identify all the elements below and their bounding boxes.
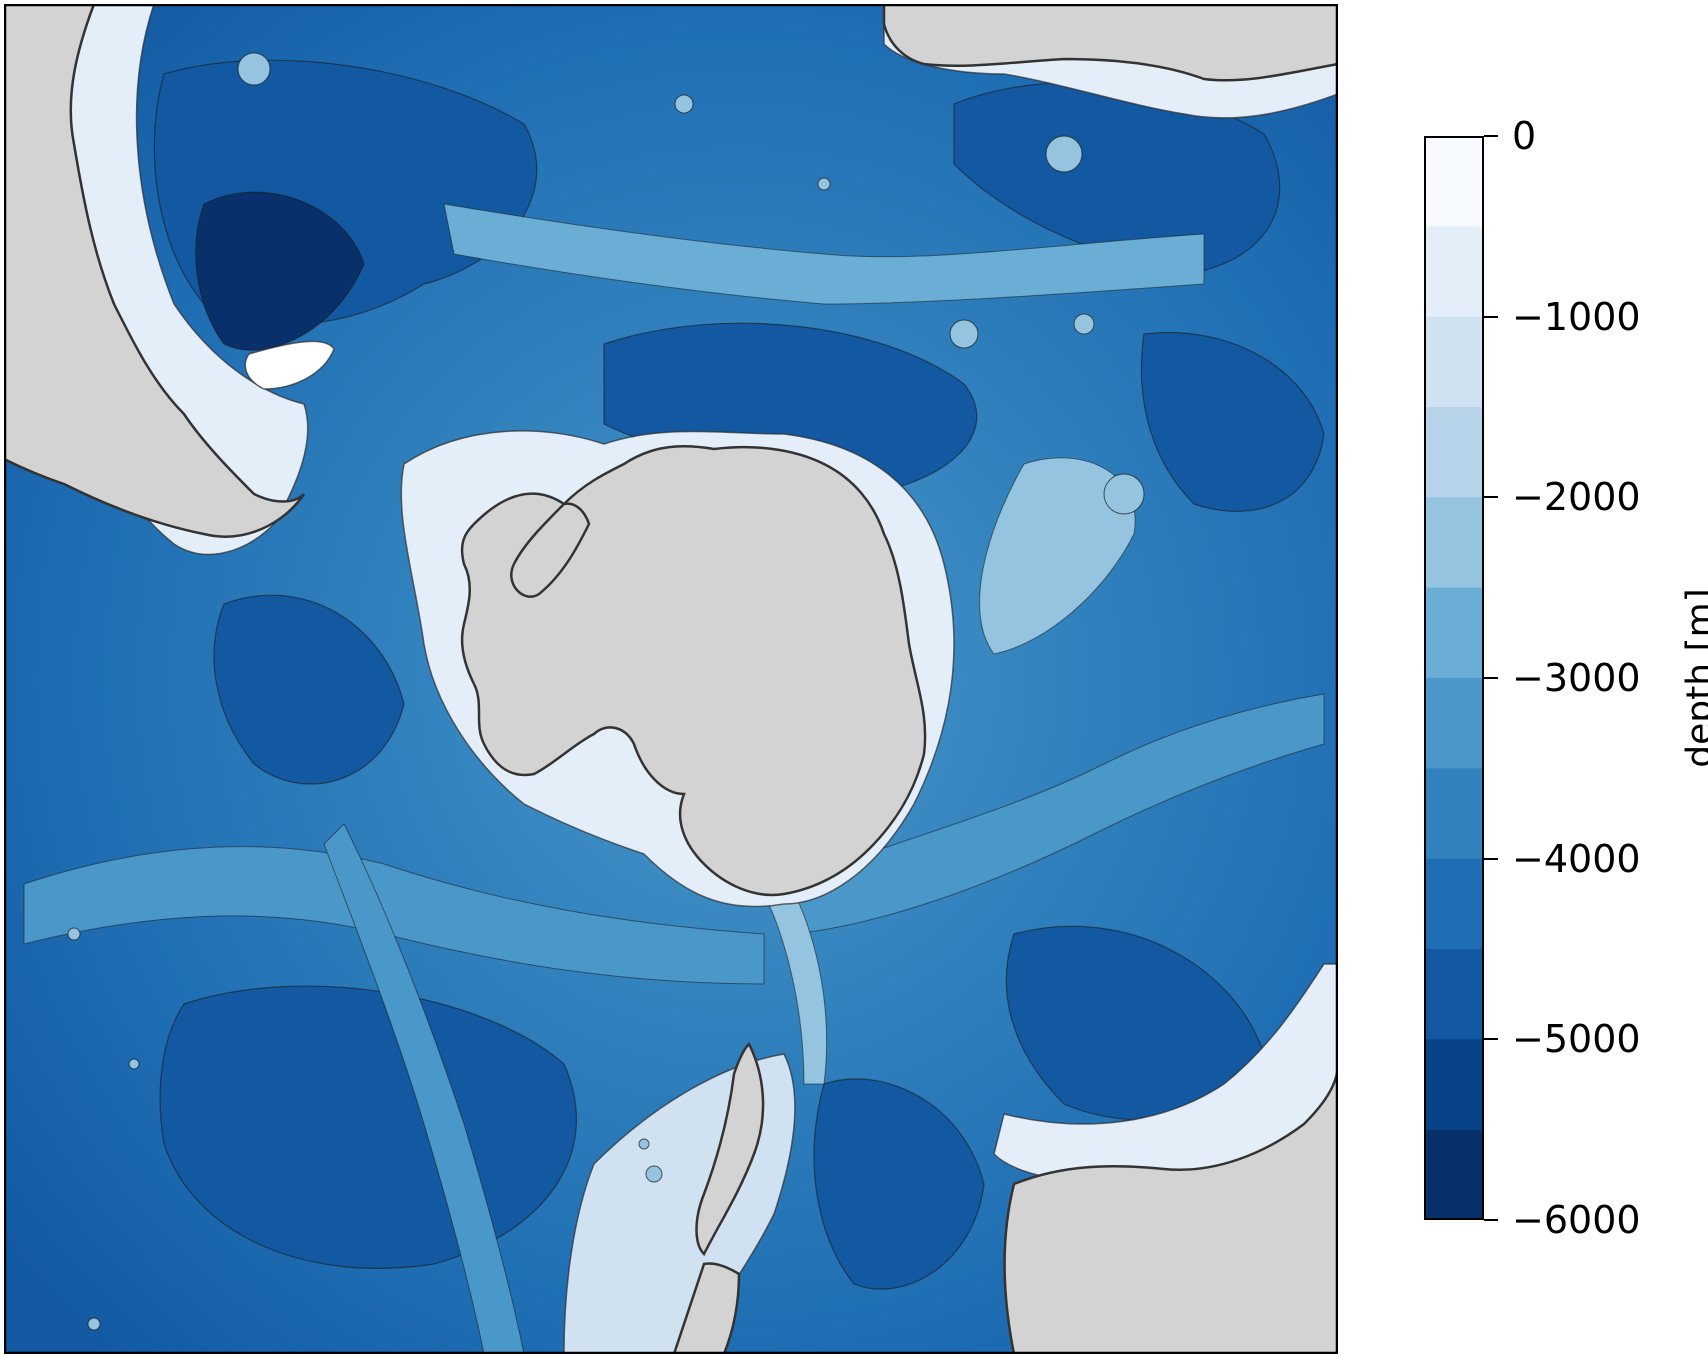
seamount	[817, 177, 831, 191]
colorbar-band	[1424, 587, 1484, 679]
colorbar-band	[1424, 136, 1484, 227]
seamount	[1073, 313, 1095, 335]
seamount	[237, 52, 271, 86]
ridge-east-pacific-rise	[323, 823, 525, 1354]
seamount	[67, 927, 81, 941]
basin-east-indian	[1140, 331, 1325, 512]
colorbar-band	[1424, 678, 1484, 769]
colorbar-band	[1424, 949, 1484, 1040]
colorbar-tick-label: −6000	[1512, 1198, 1641, 1242]
colorbar-band	[1424, 1129, 1484, 1220]
basin-pacific-southeast	[213, 594, 405, 785]
seamounts	[67, 52, 1145, 1331]
shelf-falklands	[244, 340, 335, 390]
colorbar-tick-label: −3000	[1512, 656, 1641, 700]
land-south-america	[4, 4, 306, 538]
colorbar-tick-label: 0	[1512, 114, 1537, 158]
ridge-scotia-arc	[443, 203, 1205, 305]
ridges	[23, 203, 1325, 1354]
colorbar-title: depth [m]	[1679, 588, 1708, 768]
bathymetry-map	[4, 4, 1338, 1354]
map-border	[4, 4, 1338, 1354]
ridge-macquarie	[763, 873, 828, 1085]
colorbar-band	[1424, 316, 1484, 408]
basin-atlantic-deep	[195, 191, 365, 351]
seamount	[1103, 473, 1145, 515]
colorbar-ticks	[1483, 136, 1484, 1220]
colorbar-tick-label: −1000	[1512, 294, 1641, 339]
land-antarctica	[460, 445, 927, 897]
land-new-zealand-south	[672, 1262, 741, 1354]
colorbar-band	[1424, 497, 1484, 589]
seamount	[949, 319, 979, 349]
ridge-pacific-antarctic	[23, 846, 765, 985]
colorbar-tick-mark	[1484, 496, 1498, 499]
basin-tasman	[813, 1078, 985, 1290]
land-africa	[882, 4, 1338, 82]
seamount	[128, 1058, 140, 1070]
seamount	[645, 1165, 663, 1183]
seamount	[87, 1317, 101, 1331]
colorbar-tick-label: −4000	[1512, 836, 1641, 881]
colorbar-tick-label: −5000	[1512, 1017, 1641, 1062]
seamount	[1045, 135, 1083, 173]
ridge-southeast-indian	[783, 693, 1325, 935]
land-australia	[1003, 1063, 1338, 1354]
colorbar-band	[1424, 226, 1484, 318]
colorbar-band	[1424, 858, 1484, 950]
colorbar-band	[1424, 1039, 1484, 1131]
colorbar-band	[1424, 407, 1484, 498]
ridge-kerguelen	[979, 457, 1136, 655]
colorbar-tick-mark	[1484, 1038, 1498, 1041]
colorbar-tick-mark	[1484, 135, 1498, 137]
colorbar-bands	[1424, 136, 1484, 1220]
colorbar-tick-mark	[1484, 857, 1498, 860]
land	[4, 4, 1338, 1354]
colorbar	[1424, 136, 1484, 1220]
colorbar-tick-label: −2000	[1512, 475, 1641, 520]
colorbar-tick-mark	[1484, 315, 1498, 318]
land-new-zealand-north	[695, 1041, 765, 1257]
seamount	[638, 1138, 650, 1150]
colorbar-band	[1424, 768, 1484, 860]
land-antarctic-peninsula	[510, 502, 591, 598]
seamount	[674, 94, 694, 114]
colorbar-tick-mark	[1484, 1219, 1498, 1221]
colorbar-tick-mark	[1484, 677, 1498, 679]
